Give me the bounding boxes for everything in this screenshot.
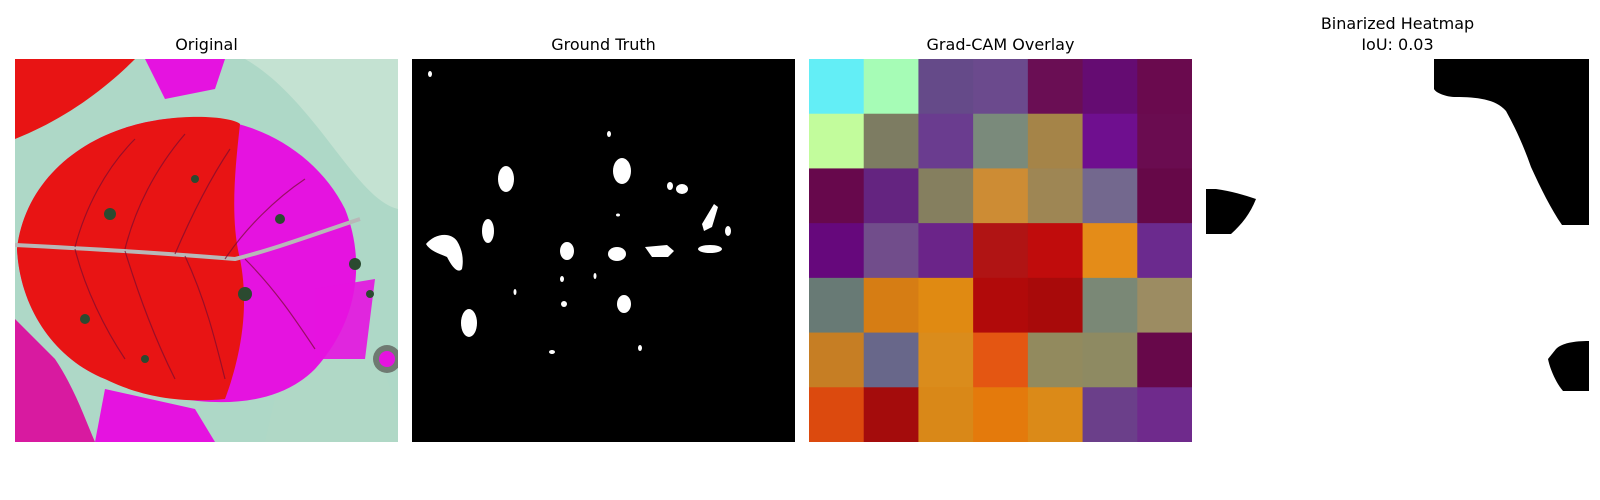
gradcam-cell (1027, 277, 1084, 334)
gradcam-cell (809, 113, 865, 169)
leaf-image (15, 59, 398, 442)
gradcam-overlay (809, 59, 1192, 442)
gradcam-cell (1137, 168, 1192, 224)
gradcam-cell (918, 387, 974, 442)
gradcam-cell (863, 113, 919, 169)
gradcam-cell (973, 168, 1029, 224)
gradcam-cell (1027, 223, 1084, 279)
gradcam-cell (809, 387, 865, 442)
gradcam-cell (863, 387, 919, 442)
gradcam-cell (973, 387, 1029, 442)
original-image (15, 59, 398, 442)
gradcam-cell (918, 59, 974, 115)
ground-truth-title: Ground Truth (551, 35, 656, 54)
gradcam-cell (863, 277, 919, 334)
gradcam-cell (1082, 59, 1138, 115)
gradcam-cell (973, 113, 1029, 169)
gradcam-title: Grad-CAM Overlay (926, 35, 1075, 54)
binarized-title-line1: Binarized Heatmap (1320, 14, 1475, 33)
gradcam-cell (809, 168, 865, 224)
gradcam-cell (1082, 113, 1138, 169)
binarized-heatmap (1206, 59, 1589, 442)
iou-label: IoU: 0.03 (1361, 35, 1434, 54)
mask-image (412, 59, 795, 442)
gradcam-cell (1027, 113, 1084, 169)
gradcam-cell (1137, 59, 1192, 115)
gradcam-cell (918, 332, 974, 388)
gradcam-cell (1137, 277, 1192, 334)
gradcam-cell (809, 332, 865, 388)
gradcam-cell (973, 223, 1029, 279)
gradcam-cell (1082, 168, 1138, 224)
gradcam-cell (973, 277, 1029, 334)
original-title: Original (175, 35, 238, 54)
gradcam-cell (918, 277, 974, 334)
gradcam-cell (973, 332, 1029, 388)
gradcam-cell (1027, 387, 1084, 442)
gradcam-cell (809, 223, 865, 279)
gradcam-cell (863, 332, 919, 388)
gradcam-grid (809, 59, 1192, 442)
gradcam-cell (809, 59, 865, 115)
gradcam-cell (863, 168, 919, 224)
gradcam-cell (1137, 223, 1192, 279)
gradcam-cell (1082, 223, 1138, 279)
gradcam-cell (973, 59, 1029, 115)
gradcam-cell (809, 277, 865, 334)
gradcam-cell (1082, 332, 1138, 388)
gradcam-cell (1082, 387, 1138, 442)
gradcam-cell (1082, 277, 1138, 334)
binarized-title: Binarized Heatmap IoU: 0.03 (1206, 13, 1589, 55)
binarized-image (1206, 59, 1589, 442)
gradcam-cell (1137, 113, 1192, 169)
gradcam-cell (1137, 387, 1192, 442)
gradcam-cell (918, 223, 974, 279)
gradcam-cell (863, 223, 919, 279)
gradcam-cell (1027, 168, 1084, 224)
gradcam-cell (863, 59, 919, 115)
ground-truth-mask (412, 59, 795, 442)
gradcam-cell (1137, 332, 1192, 388)
gradcam-cell (918, 113, 974, 169)
gradcam-cell (1027, 332, 1084, 388)
gradcam-cell (1027, 59, 1084, 115)
gradcam-cell (918, 168, 974, 224)
